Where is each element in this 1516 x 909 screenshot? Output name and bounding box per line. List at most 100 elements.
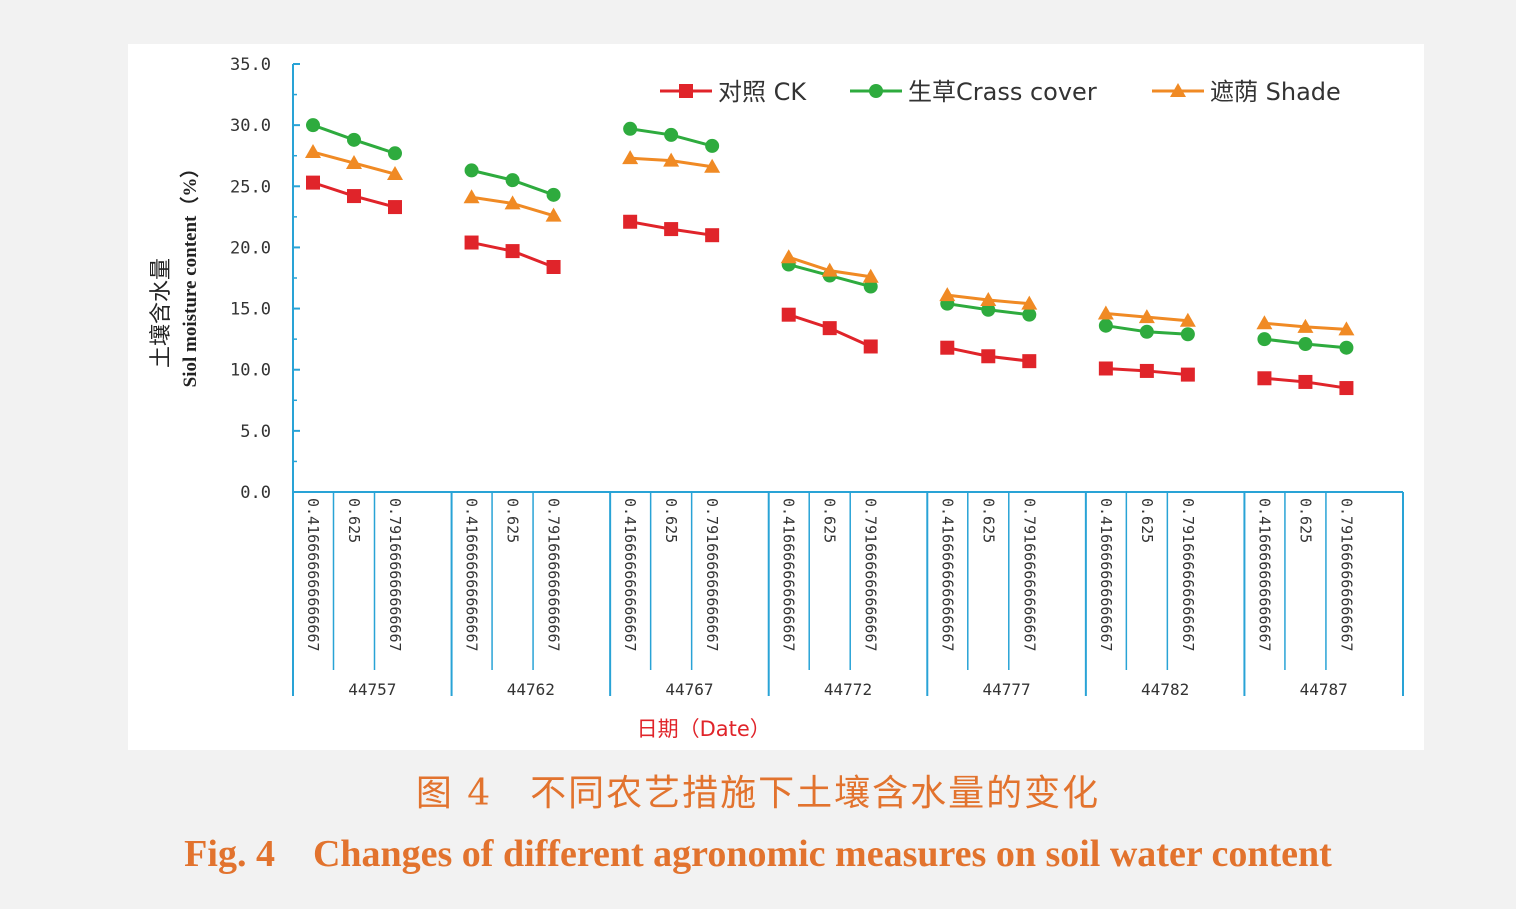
data-point-shade — [504, 195, 521, 210]
data-point-shade — [545, 207, 562, 222]
data-point-shade — [1138, 309, 1155, 324]
data-point-grass-cover — [388, 146, 402, 161]
x-group-label: 44762 — [507, 680, 555, 699]
data-point-ck — [705, 228, 720, 243]
x-sub-tick-label: 0.625 — [345, 498, 363, 543]
data-point-grass-cover — [705, 138, 720, 153]
data-point-ck — [464, 235, 479, 250]
data-point-grass-cover — [1298, 337, 1313, 352]
x-sub-tick-label: 0.416666666666667 — [1255, 498, 1273, 652]
data-point-shade — [1021, 295, 1038, 310]
data-point-shade — [463, 189, 480, 204]
legend-marker-grass-cover — [869, 84, 883, 98]
data-point-ck — [940, 340, 955, 355]
data-point-shade — [1179, 312, 1196, 327]
x-sub-tick-label: 0.791666666666667 — [1179, 498, 1197, 652]
data-point-shade — [862, 268, 879, 283]
data-point-ck — [1257, 371, 1272, 386]
data-point-ck — [1180, 367, 1195, 382]
data-point-ck — [1022, 354, 1037, 369]
y-axis-title-english: Siol moisture content（%） — [178, 159, 201, 388]
data-point-ck — [664, 222, 679, 237]
data-point-grass-cover — [464, 163, 479, 178]
legend-label-grass-cover: 生草Crass cover — [908, 78, 1097, 106]
data-point-grass-cover — [1139, 324, 1154, 339]
data-point-grass-cover — [664, 127, 679, 142]
x-sub-tick-label: 0.791666666666667 — [1020, 498, 1038, 652]
data-point-ck — [863, 339, 878, 354]
data-point-ck — [347, 189, 361, 204]
x-axis-title: 日期（Date） — [637, 717, 771, 741]
legend-label-ck: 对照 CK — [718, 78, 807, 106]
legend-marker-shade — [1170, 83, 1186, 97]
data-point-shade — [1256, 315, 1273, 330]
data-point-shade — [780, 249, 797, 264]
x-sub-tick-label: 0.416666666666667 — [463, 498, 481, 652]
x-sub-tick-label: 0.791666666666667 — [703, 498, 721, 652]
x-group-label: 44777 — [982, 680, 1030, 699]
data-point-ck — [822, 321, 837, 336]
data-point-ck — [623, 214, 638, 229]
data-point-shade — [939, 287, 956, 302]
data-point-ck — [306, 175, 320, 190]
x-sub-tick-label: 0.625 — [1296, 498, 1314, 543]
x-sub-tick-label: 0.791666666666667 — [545, 498, 563, 652]
x-sub-tick-label: 0.791666666666667 — [386, 498, 404, 652]
data-point-shade — [346, 155, 362, 170]
data-point-grass-cover — [1098, 318, 1113, 333]
x-sub-tick-label: 0.625 — [1138, 498, 1156, 543]
x-group-label: 44757 — [348, 680, 396, 699]
x-group-label: 44782 — [1141, 680, 1189, 699]
data-point-ck — [981, 349, 996, 364]
data-point-ck — [505, 244, 520, 259]
x-sub-tick-label: 0.625 — [821, 498, 839, 543]
y-tick-label: 10.0 — [230, 361, 271, 381]
y-tick-label: 0.0 — [240, 483, 271, 503]
data-point-grass-cover — [1257, 332, 1272, 347]
x-sub-tick-label: 0.791666666666667 — [1337, 498, 1355, 652]
x-sub-tick-label: 0.416666666666667 — [1097, 498, 1115, 652]
data-point-shade — [622, 150, 639, 165]
y-tick-label: 25.0 — [230, 177, 271, 197]
x-sub-tick-label: 0.625 — [979, 498, 997, 543]
x-sub-tick-label: 0.625 — [504, 498, 522, 543]
x-group-label: 44772 — [824, 680, 872, 699]
data-point-grass-cover — [546, 187, 561, 202]
x-sub-tick-label: 0.416666666666667 — [938, 498, 956, 652]
data-point-shade — [1097, 305, 1114, 320]
data-point-shade — [1338, 321, 1355, 336]
data-point-shade — [663, 152, 680, 167]
data-point-shade — [1297, 318, 1314, 333]
plot-panel: 0.0 5.0 10.0 15.0 20.0 25.0 30.0 35.0 0.41666666… — [128, 44, 1424, 750]
data-point-shade — [387, 166, 403, 181]
y-tick-label: 15.0 — [230, 300, 271, 320]
data-point-grass-cover — [1022, 307, 1037, 322]
data-point-grass-cover — [505, 173, 520, 188]
x-group-label: 44787 — [1300, 680, 1348, 699]
y-tick-label: 5.0 — [240, 422, 271, 442]
legend-marker-ck — [679, 84, 693, 98]
x-group-label: 44767 — [665, 680, 713, 699]
x-sub-tick-label: 0.416666666666667 — [304, 498, 322, 652]
data-point-shade — [704, 158, 721, 173]
data-point-grass-cover — [306, 118, 320, 133]
data-point-grass-cover — [1339, 340, 1354, 355]
data-point-ck — [1139, 363, 1154, 378]
legend-label-shade: 遮荫 Shade — [1210, 78, 1341, 106]
data-point-ck — [1298, 374, 1313, 389]
data-point-shade — [980, 292, 997, 307]
data-point-grass-cover — [623, 121, 638, 136]
y-tick-label: 20.0 — [230, 238, 271, 258]
data-point-shade — [821, 262, 838, 277]
figure-caption-chinese: 图 4 不同农艺措施下土壤含水量的变化 — [415, 773, 1101, 814]
soil-moisture-chart: 0.0 5.0 10.0 15.0 20.0 25.0 30.0 35.0 0.41666666… — [149, 55, 1404, 741]
data-point-grass-cover — [863, 279, 878, 294]
y-axis-title-chinese: 土壤含水量 — [149, 258, 174, 368]
x-sub-tick-label: 0.625 — [662, 498, 680, 543]
legend: 对照 CK 生草Crass cover 遮荫 Shade — [660, 78, 1341, 106]
x-sub-tick-label: 0.416666666666667 — [780, 498, 798, 652]
data-point-grass-cover — [347, 132, 361, 147]
data-point-grass-cover — [1180, 327, 1195, 342]
x-sub-tick-label: 0.416666666666667 — [621, 498, 639, 652]
